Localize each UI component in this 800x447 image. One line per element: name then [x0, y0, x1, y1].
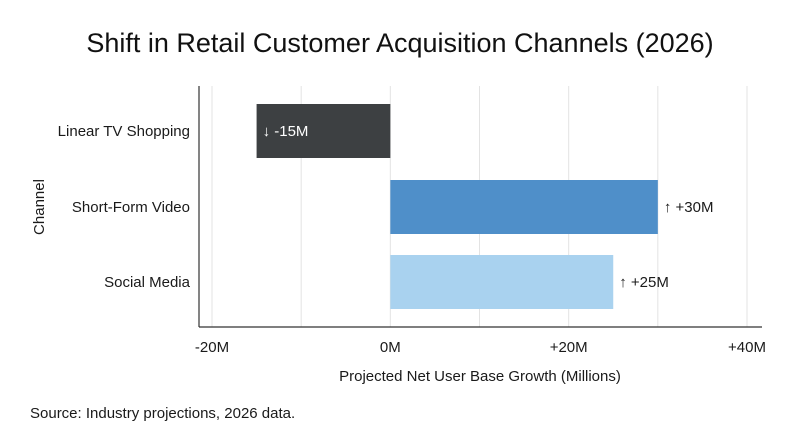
x-tick-label: +40M — [728, 339, 766, 356]
bars — [256, 104, 658, 309]
bar — [390, 255, 614, 309]
x-tick-label: -20M — [195, 339, 229, 356]
labels: Linear TV Shopping ↓ -15M Short-Form Video… — [58, 123, 766, 356]
chart-title: Shift in Retail Customer Acquisition Cha… — [86, 28, 713, 58]
axes — [198, 86, 762, 328]
data-label: ↓ -15M — [263, 123, 309, 140]
data-label: ↑ +25M — [619, 274, 669, 291]
category-label: Social Media — [104, 274, 191, 291]
x-axis-title: Projected Net User Base Growth (Millions… — [339, 368, 621, 385]
x-tick-label: 0M — [380, 339, 401, 356]
x-tick-label: +20M — [550, 339, 588, 356]
category-label: Linear TV Shopping — [58, 123, 190, 140]
source-note: Source: Industry projections, 2026 data. — [30, 405, 295, 422]
y-axis-title: Channel — [31, 179, 48, 235]
data-label: ↑ +30M — [664, 199, 714, 216]
bar — [390, 180, 658, 234]
category-label: Short-Form Video — [72, 199, 190, 216]
bar — [256, 104, 391, 158]
